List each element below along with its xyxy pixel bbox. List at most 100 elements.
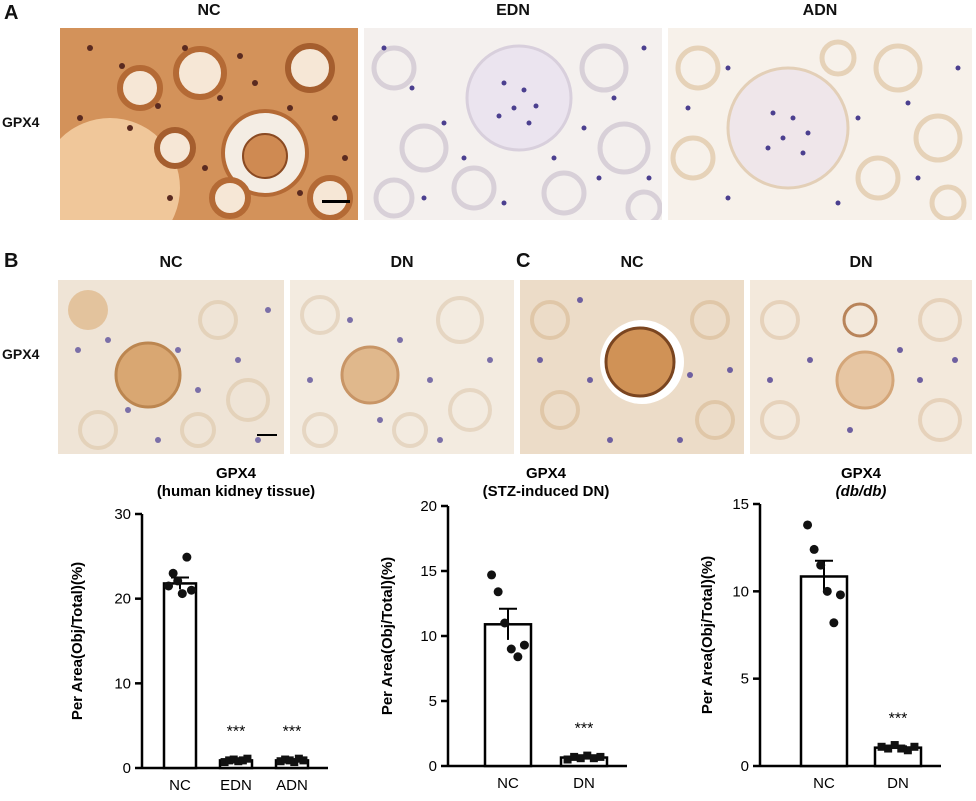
data-point bbox=[229, 755, 238, 764]
panel-c-col-dn: DN bbox=[849, 254, 873, 271]
data-point bbox=[519, 640, 529, 650]
data-point bbox=[816, 560, 826, 570]
panel-a-letter: A bbox=[4, 2, 19, 24]
micrograph-b-dn bbox=[290, 280, 514, 454]
data-point bbox=[281, 755, 290, 764]
data-point bbox=[225, 756, 234, 765]
y-axis-label: Per Area(Obj/Total)(%) bbox=[69, 562, 86, 720]
panel-a-col-adn: ADN bbox=[802, 2, 838, 19]
data-point bbox=[897, 744, 906, 753]
micrograph-b-nc bbox=[58, 280, 284, 454]
micrograph-b-nc-svg bbox=[58, 280, 284, 454]
data-point bbox=[835, 590, 845, 600]
data-point bbox=[487, 570, 497, 580]
data-point bbox=[822, 586, 832, 596]
micrograph-a-nc bbox=[60, 28, 358, 220]
x-tick-label: DN bbox=[887, 775, 909, 792]
bar bbox=[799, 575, 849, 768]
micrograph-c-nc bbox=[520, 280, 744, 454]
panel-b-col-dn: DN bbox=[390, 254, 414, 271]
chart-subtitle: (STZ-induced DN) bbox=[483, 483, 610, 500]
data-point bbox=[513, 652, 523, 662]
data-point bbox=[164, 581, 174, 591]
micrograph-a-edn-svg bbox=[364, 28, 662, 220]
significance-mark: *** bbox=[227, 723, 246, 740]
significance-mark: *** bbox=[575, 721, 594, 738]
chart-title: GPX4 bbox=[841, 465, 882, 482]
y-tick-label: 15 bbox=[732, 496, 749, 513]
y-tick-label: 15 bbox=[420, 563, 437, 580]
micrograph-c-dn bbox=[750, 280, 972, 454]
data-point bbox=[220, 758, 229, 767]
y-tick-label: 10 bbox=[114, 675, 131, 692]
panel-b-col-nc: NC bbox=[159, 254, 183, 271]
data-point bbox=[570, 752, 579, 761]
x-tick-label: DN bbox=[573, 775, 595, 792]
data-point bbox=[238, 756, 247, 765]
data-point bbox=[493, 587, 503, 597]
data-point bbox=[576, 754, 585, 763]
data-point bbox=[294, 754, 303, 763]
data-point bbox=[168, 568, 178, 578]
data-point bbox=[589, 754, 598, 763]
x-tick-label: ADN bbox=[276, 777, 308, 794]
y-tick-label: 0 bbox=[741, 758, 749, 775]
panel-c-letter: C bbox=[516, 250, 531, 272]
micrograph-a-edn bbox=[364, 28, 662, 220]
panel-a-col-edn: EDN bbox=[496, 2, 530, 19]
panel-b-letter: B bbox=[4, 250, 19, 272]
micrograph-a-adn bbox=[668, 28, 972, 220]
data-point bbox=[285, 756, 294, 765]
micrograph-c-dn-svg bbox=[750, 280, 972, 454]
data-point bbox=[276, 757, 285, 766]
data-point bbox=[803, 520, 813, 530]
panel-a-row-label: GPX4 bbox=[2, 114, 40, 130]
data-point bbox=[173, 576, 183, 586]
data-point bbox=[890, 741, 899, 750]
data-point bbox=[186, 585, 196, 595]
data-point bbox=[809, 544, 819, 554]
y-tick-label: 10 bbox=[732, 583, 749, 600]
y-tick-label: 30 bbox=[114, 506, 131, 523]
data-point bbox=[563, 755, 572, 764]
chart-title: GPX4 bbox=[216, 465, 257, 482]
x-tick-label: NC bbox=[169, 777, 191, 794]
bar bbox=[162, 582, 198, 770]
micrograph-b-dn-svg bbox=[290, 280, 514, 454]
micrograph-a-nc-svg bbox=[60, 28, 358, 220]
y-tick-label: 5 bbox=[741, 671, 749, 688]
data-point bbox=[500, 618, 510, 628]
x-tick-label: NC bbox=[497, 775, 519, 792]
data-point bbox=[182, 552, 192, 562]
panel-c-col-nc: NC bbox=[620, 254, 644, 271]
panel-b-row-label: GPX4 bbox=[2, 346, 40, 362]
y-tick-label: 20 bbox=[114, 591, 131, 608]
chart-stz-dn: GPX4 (STZ-induced DN) Per Area(Obj/Total)(… bbox=[370, 460, 650, 796]
data-point bbox=[243, 754, 252, 763]
chart-human-kidney-svg: GPX4(human kidney tissue) Per Area(Obj/To… bbox=[69, 465, 328, 794]
panel-a-col-nc: NC bbox=[197, 2, 221, 19]
significance-mark: *** bbox=[283, 723, 302, 740]
y-tick-label: 10 bbox=[420, 628, 437, 645]
significance-mark: *** bbox=[889, 711, 908, 728]
data-point bbox=[884, 744, 893, 753]
micrograph-c-nc-svg bbox=[520, 280, 744, 454]
data-point bbox=[903, 746, 912, 755]
data-point bbox=[177, 589, 187, 599]
y-tick-label: 20 bbox=[420, 498, 437, 515]
data-point bbox=[234, 757, 243, 766]
y-axis-label: Per Area(Obj/Total)(%) bbox=[699, 556, 716, 714]
data-point bbox=[583, 751, 592, 760]
y-tick-label: 0 bbox=[123, 760, 131, 777]
data-point bbox=[596, 752, 605, 761]
micrograph-a-adn-svg bbox=[668, 28, 972, 220]
data-point bbox=[506, 644, 516, 654]
y-tick-label: 5 bbox=[429, 693, 437, 710]
chart-title: GPX4 bbox=[526, 465, 567, 482]
data-point bbox=[877, 742, 886, 751]
chart-stz-dn-svg: GPX4(STZ-induced DN) Per Area(Obj/Total)(… bbox=[379, 465, 627, 792]
y-axis-label: Per Area(Obj/Total)(%) bbox=[379, 557, 396, 715]
data-point bbox=[299, 756, 308, 765]
chart-db-db: GPX4 (db/db) Per Area(Obj/Total)(%) 0 5 10 15 N… bbox=[690, 460, 970, 796]
x-tick-label: EDN bbox=[220, 777, 252, 794]
